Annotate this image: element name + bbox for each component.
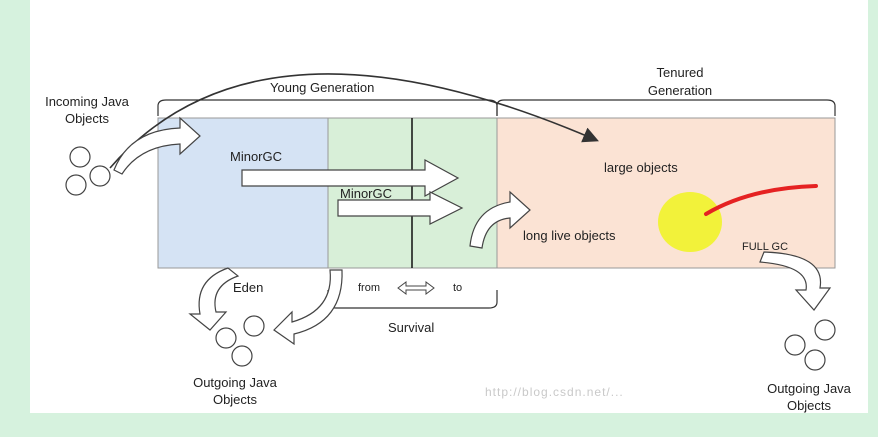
diagram-graphics: [65, 73, 836, 371]
eden-outgoing-arrow: [188, 267, 240, 331]
outgoing-objects-left: [215, 315, 265, 367]
red-scribble: [704, 184, 818, 216]
survivor-from-region: [327, 117, 413, 269]
to-label: to: [453, 282, 463, 294]
promotion-arrow: [469, 190, 531, 249]
from-to-arrow: [397, 281, 435, 295]
eden-label: Eden: [233, 280, 264, 295]
minorgc-label-2: MinorGC: [340, 186, 393, 201]
survival-label: Survival: [388, 320, 435, 335]
fullgc-outgoing-arrow: [759, 251, 832, 311]
full-gc-label: FULL GC: [742, 241, 789, 253]
from-label: from: [358, 282, 380, 294]
incoming-arrow: [113, 116, 201, 175]
survival-bracket: [327, 290, 498, 309]
incoming-objects: [65, 146, 111, 196]
tenured-generation-bracket: [496, 99, 836, 116]
watermark: http://blog.csdn.net/...: [485, 385, 624, 399]
tenured-generation-title: Tenured Generation: [647, 65, 713, 98]
long-live-objects-label: long live objects: [523, 228, 616, 243]
minorgc-arrow-survivor: [337, 191, 464, 225]
large-objects-label: large objects: [604, 160, 678, 175]
incoming-label: Incoming Java Objects: [45, 94, 129, 126]
outgoing-right-label: Outgoing Java Objects: [767, 381, 851, 413]
young-generation-title: Young Generation: [270, 80, 375, 95]
outgoing-objects-right: [784, 319, 836, 371]
minorgc-label-1: MinorGC: [230, 149, 283, 164]
young-generation-bracket: [157, 99, 498, 116]
survivor-outgoing-arrow: [273, 269, 343, 346]
diagram-canvas: Incoming Java Objects Young Generation T…: [30, 0, 868, 413]
tenured-region: [496, 117, 836, 269]
highlight-blob: [658, 192, 722, 252]
outgoing-left-label: Outgoing Java Objects: [193, 375, 277, 407]
large-objects-arc: [109, 73, 599, 169]
minorgc-arrow-eden: [241, 158, 460, 198]
